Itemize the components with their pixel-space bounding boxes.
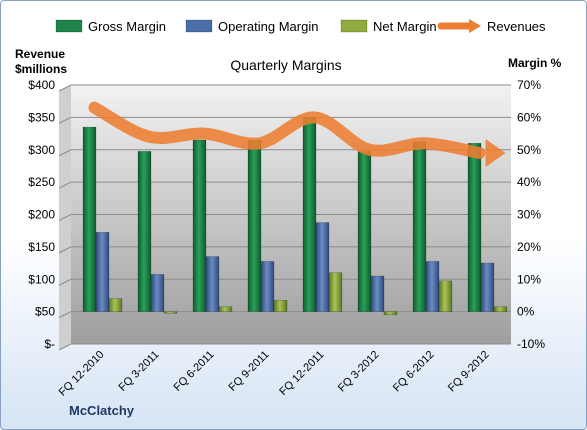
revenue-line-path: [88, 101, 486, 159]
gridline-depth: [58, 116, 72, 124]
company-label: McClatchy: [69, 403, 135, 418]
left-tick-label: $250: [28, 175, 55, 189]
left-tick-label: $-: [44, 337, 55, 351]
right-tick-label: 60%: [517, 110, 541, 124]
right-tick-label: 10%: [517, 272, 541, 286]
legend: Gross Margin Operating Margin Net Margin Re…: [55, 19, 546, 34]
net-margin-bar: [273, 300, 288, 312]
legend-swatch: [340, 19, 368, 33]
gridline-depth: [58, 181, 72, 189]
left-tick-label: $350: [28, 110, 55, 124]
legend-label: Operating Margin: [218, 19, 318, 34]
gridline-depth: [58, 278, 72, 286]
gridline-depth: [58, 214, 72, 221]
chart-title: Quarterly Margins: [230, 57, 341, 73]
legend-swatch: [185, 19, 213, 33]
x-tick-label: FQ 6-2011: [172, 349, 217, 394]
gross-margin-bar: [192, 139, 207, 312]
x-tick-label: FQ 6-2012: [391, 349, 437, 395]
gross-margin-bar: [467, 143, 482, 312]
gross-margin-bar: [247, 139, 262, 312]
revenue-line: [88, 101, 506, 167]
operating-margin-bar: [205, 256, 220, 312]
gross-margin-bar: [82, 126, 97, 312]
x-tick-label: FQ 3-2011: [117, 349, 162, 394]
operating-margin-bar: [260, 261, 275, 312]
left-tick-label: $150: [28, 240, 55, 254]
operating-margin-bar: [370, 275, 385, 312]
x-tick-label: FQ 12-2010: [57, 349, 107, 399]
x-tick-label: FQ 9-2011: [227, 349, 272, 394]
gridline-depth: [58, 343, 72, 351]
left-tick-label: $50: [35, 305, 55, 319]
x-tick-label: FQ 12-2011: [277, 349, 326, 398]
right-tick-label: -10%: [517, 337, 545, 351]
net-margin-bar: [218, 306, 233, 312]
legend-arrow-revenues: [469, 19, 481, 33]
operating-margin-bar: [315, 222, 330, 312]
operating-margin-bar: [480, 262, 495, 312]
gross-margin-bar: [412, 141, 427, 312]
operating-margin-bar: [425, 261, 440, 312]
right-tick-label: 70%: [517, 78, 541, 92]
right-tick-label: 50%: [517, 143, 541, 157]
x-axis-labels: FQ 12-2010 FQ 3-2011 FQ 6-2011 FQ 9-2011 FQ …: [57, 349, 492, 399]
net-margin-bar: [438, 280, 453, 312]
net-margin-bar: [328, 272, 343, 312]
net-margin-bar: [163, 311, 178, 314]
gross-margin-bar: [357, 151, 372, 312]
left-tick-label: $200: [28, 208, 55, 222]
legend-label: Gross Margin: [88, 19, 166, 34]
right-tick-label: 30%: [517, 208, 541, 222]
gridline-depth: [58, 149, 72, 157]
legend-swatch: [55, 19, 83, 33]
x-tick-label: FQ 9-2012: [446, 349, 492, 395]
left-tick-label: $300: [28, 143, 55, 157]
gridline-depth: [58, 246, 72, 254]
revenue-line-arrowhead: [485, 138, 506, 167]
legend-label: Revenues: [487, 19, 546, 34]
left-axis-label-line1: Revenue: [15, 47, 65, 61]
left-axis-label-line2: $millions: [15, 62, 67, 76]
right-tick-label: 0%: [517, 305, 535, 319]
legend-label: Net Margin: [373, 19, 437, 34]
gross-margin-bar: [137, 151, 152, 312]
x-tick-label: FQ 3-2012: [336, 349, 382, 395]
gridline-depth: [58, 311, 72, 319]
gross-margin-bar: [302, 117, 317, 312]
net-margin-bar: [108, 298, 123, 312]
bars: [82, 117, 508, 316]
operating-margin-bar: [150, 274, 165, 312]
net-margin-bar: [383, 311, 398, 316]
axes: $400 $350 $300 $250 $200 $150 $100 $50 $- 70% 60% 5…: [28, 78, 545, 351]
gridline-depth: [58, 84, 72, 92]
right-tick-label: 20%: [517, 240, 541, 254]
left-tick-label: $400: [28, 78, 55, 92]
net-margin-bar: [493, 306, 508, 312]
operating-margin-bar: [95, 232, 110, 312]
right-axis-label: Margin %: [508, 56, 562, 70]
left-tick-label: $100: [28, 272, 55, 286]
right-tick-label: 40%: [517, 175, 541, 189]
